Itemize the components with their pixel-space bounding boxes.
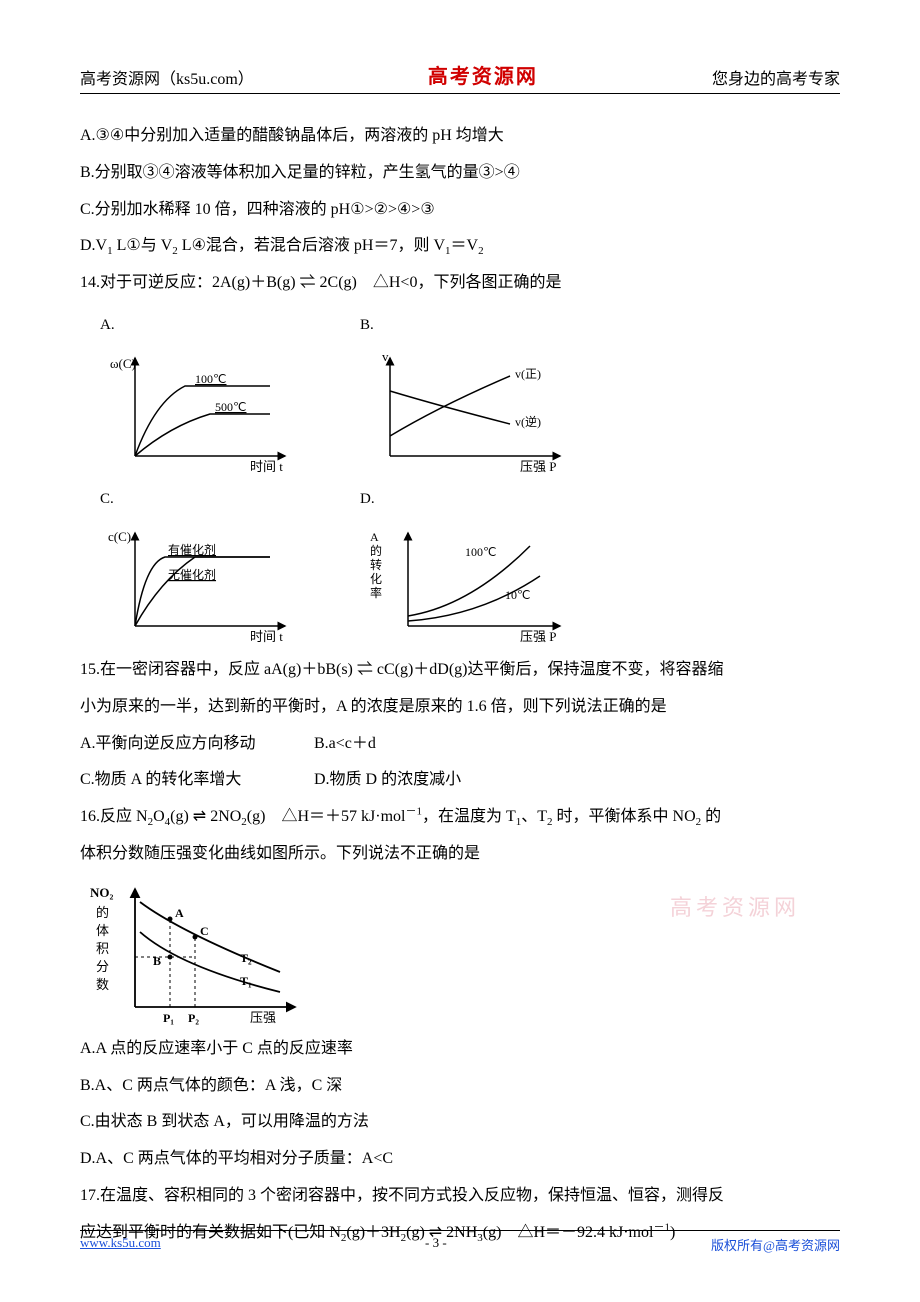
footer-right: 版权所有@高考资源网 [711, 1235, 840, 1254]
line-label: v(正) [515, 367, 541, 381]
chart-b-svg: v v(正) v(逆) 压强 P [360, 346, 580, 476]
diagram-row-ab: A. ω(C) 100℃ 500℃ 时间 t B. [100, 308, 840, 477]
text: B.a<c＋d [314, 735, 376, 752]
chart-d-svg: A 的 转 化 率 100℃ 10℃ 压强 P [360, 521, 580, 646]
text: 时，平衡体系中 NO [553, 808, 696, 825]
text-line: A.A 点的反应速率小于 C 点的反应速率 [80, 1031, 840, 1068]
xlabel: 压强 P [520, 629, 556, 644]
chart-c-svg: c(C) 有催化剂 无催化剂 时间 t [100, 521, 300, 646]
line-label: 100℃ [465, 545, 496, 559]
ylabel-char: 体 [96, 923, 109, 938]
text-line: C.由状态 B 到状态 A，可以用降温的方法 [80, 1104, 840, 1141]
line-label: 100℃ [195, 372, 226, 386]
text-line: A.平衡向逆反应方向移动 B.a<c＋d [80, 726, 840, 763]
diagram-b: B. v v(正) v(逆) 压强 P [360, 308, 580, 477]
ylabel-char: 积 [96, 941, 109, 956]
text-line: B.分别取③④溶液等体积加入足量的锌粒，产生氢气的量③>④ [80, 155, 840, 192]
text-line: C.分别加水稀释 10 倍，四种溶液的 pH①>②>④>③ [80, 192, 840, 229]
subscript: 2 [478, 246, 484, 258]
diagram-label: D. [360, 482, 580, 517]
text-line: B.A、C 两点气体的颜色：A 浅，C 深 [80, 1068, 840, 1105]
header-right: 您身边的高考专家 [712, 65, 840, 89]
p1-label: P₁ [163, 1011, 174, 1025]
text-line: 15.在一密闭容器中，反应 aA(g)＋bB(s) ⇌ cC(g)＋dD(g)达… [80, 652, 840, 689]
header-center: 高考资源网 [428, 60, 538, 89]
ylabel: v [382, 349, 389, 364]
ylabel-char: A [370, 530, 379, 544]
diagram-label: B. [360, 308, 580, 343]
diagram-c: C. c(C) 有催化剂 无催化剂 时间 t [100, 482, 300, 646]
point-c: C [200, 924, 209, 938]
text: 的 [701, 808, 721, 825]
watermark: 高考资源网 [670, 890, 800, 922]
xlabel: 时间 t [250, 629, 283, 644]
ylabel: c(C) [108, 529, 131, 544]
chart-q16-svg: A B C T₂ T₁ P₁ P₂ 压强 NO₂ 的 体 积 分 数 [80, 877, 310, 1027]
content: A.③④中分别加入适量的醋酸钠晶体后，两溶液的 pH 均增大 B.分别取③④溶液… [80, 118, 840, 1252]
ylabel-char: 化 [370, 572, 382, 586]
diagram-a: A. ω(C) 100℃ 500℃ 时间 t [100, 308, 300, 477]
ylabel-char: NO₂ [90, 885, 114, 900]
point-b: B [153, 954, 161, 968]
ylabel-char: 率 [370, 585, 382, 600]
text: A.平衡向逆反应方向移动 [80, 726, 310, 763]
xlabel: 压强 [250, 1010, 276, 1025]
text: (g) ⇌ 2NO [170, 808, 241, 825]
point-a: A [175, 906, 184, 920]
ylabel-char: 转 [370, 557, 382, 572]
t2-label: T₂ [240, 951, 252, 965]
text-line: C.物质 A 的转化率增大 D.物质 D 的浓度减小 [80, 762, 840, 799]
line-label: 无催化剂 [168, 567, 216, 582]
diagram-label: A. [100, 308, 300, 343]
text: 16.反应 N [80, 808, 148, 825]
text-line: 17.在温度、容积相同的 3 个密闭容器中，按不同方式投入反应物，保持恒温、恒容… [80, 1178, 840, 1215]
text: C.物质 A 的转化率增大 [80, 762, 310, 799]
footer-center: - 3 - [425, 1235, 447, 1254]
text-line: D.V1 L①与 V2 L④混合，若混合后溶液 pH＝7，则 V1＝V2 [80, 228, 840, 265]
line-label: v(逆) [515, 414, 541, 429]
diagram-label: C. [100, 482, 300, 517]
text-line: 小为原来的一半，达到新的平衡时，A 的浓度是原来的 1.6 倍，则下列说法正确的… [80, 689, 840, 726]
xlabel: 压强 P [520, 459, 556, 474]
text: ＝V [451, 237, 479, 254]
line-label: 500℃ [215, 400, 246, 414]
ylabel-char: 的 [96, 905, 109, 920]
t1-label: T₁ [240, 974, 252, 988]
page-footer: www.ks5u.com - 3 - 版权所有@高考资源网 [80, 1230, 840, 1254]
text-line: 14.对于可逆反应：2A(g)＋B(g) ⇌ 2C(g) △H<0，下列各图正确… [80, 265, 840, 302]
text: 、T [521, 808, 547, 825]
p2-label: P₂ [188, 1011, 199, 1025]
chart-a-svg: ω(C) 100℃ 500℃ 时间 t [100, 346, 300, 476]
text-line: 16.反应 N2O4(g) ⇌ 2NO2(g) △H＝＋57 kJ·mol－1，… [80, 799, 840, 836]
text: L①与 V [113, 237, 173, 254]
text-line: 体积分数随压强变化曲线如图所示。下列说法不正确的是 [80, 836, 840, 873]
text-line: A.③④中分别加入适量的醋酸钠晶体后，两溶液的 pH 均增大 [80, 118, 840, 155]
ylabel-char: 的 [370, 543, 382, 558]
line-label: 10℃ [505, 588, 530, 602]
page-header: 高考资源网（ks5u.com） 高考资源网 您身边的高考专家 [80, 60, 840, 94]
text-line: D.A、C 两点气体的平均相对分子质量：A<C [80, 1141, 840, 1178]
diagram-d: D. A 的 转 化 率 100℃ 10℃ 压强 P [360, 482, 580, 646]
text: L④混合，若混合后溶液 pH＝7，则 V [178, 237, 445, 254]
text: ，在温度为 T [422, 808, 516, 825]
header-left: 高考资源网（ks5u.com） [80, 65, 254, 89]
footer-left: www.ks5u.com [80, 1235, 161, 1254]
text: O [153, 808, 165, 825]
text: (g) △H＝＋57 kJ·mol [247, 808, 406, 825]
superscript: －1 [405, 806, 422, 818]
diagram-row-cd: C. c(C) 有催化剂 无催化剂 时间 t D. [100, 482, 840, 646]
line-label: 有催化剂 [168, 542, 216, 557]
ylabel-char: 数 [96, 977, 109, 992]
text: D.物质 D 的浓度减小 [314, 771, 461, 788]
ylabel: ω(C) [110, 356, 136, 371]
text: D.V [80, 237, 107, 254]
ylabel-char: 分 [96, 959, 109, 974]
xlabel: 时间 t [250, 459, 283, 474]
